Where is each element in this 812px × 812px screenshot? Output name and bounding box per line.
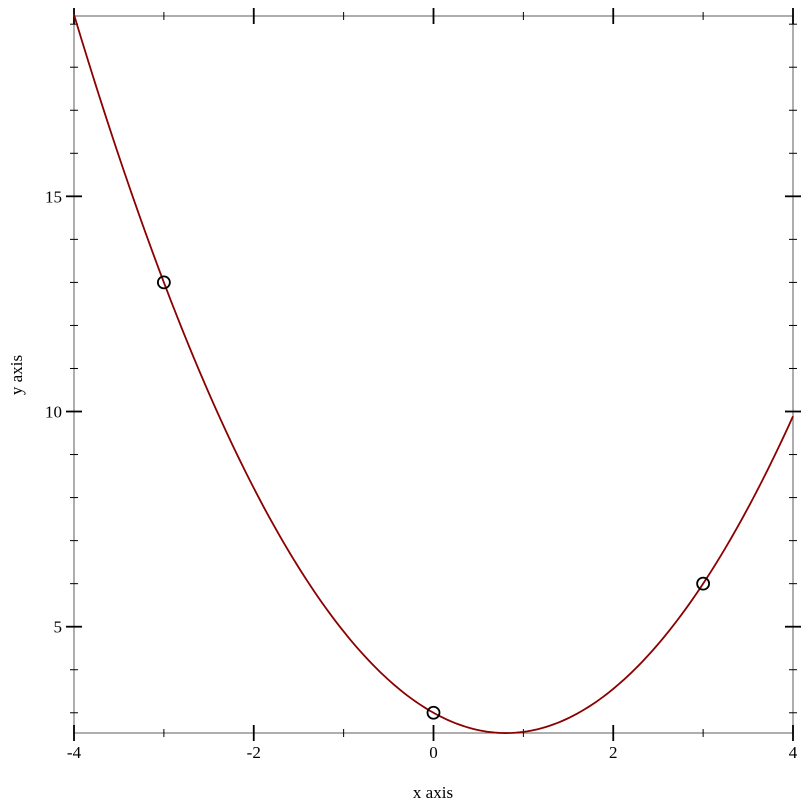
y-tick-label: 15 [45, 187, 62, 206]
x-tick-label: -2 [247, 743, 261, 762]
x-tick-label: 0 [429, 743, 438, 762]
axes: -4 -2 0 2 4 5 10 15 [45, 8, 801, 762]
x-tick-label: 2 [609, 743, 618, 762]
y-tick-label: 5 [54, 618, 63, 637]
data-point [426, 705, 441, 720]
marks [73, 14, 794, 734]
plot-frame [73, 15, 794, 734]
fitted-curve [73, 14, 794, 734]
x-tick-label: -4 [67, 743, 82, 762]
y-axis-label: y axis [7, 355, 26, 395]
x-tick-label: 4 [789, 743, 798, 762]
y-tick-label: 10 [45, 403, 62, 422]
data-point [696, 576, 711, 591]
x-axis-label: x axis [413, 783, 453, 802]
data-point [156, 275, 171, 290]
